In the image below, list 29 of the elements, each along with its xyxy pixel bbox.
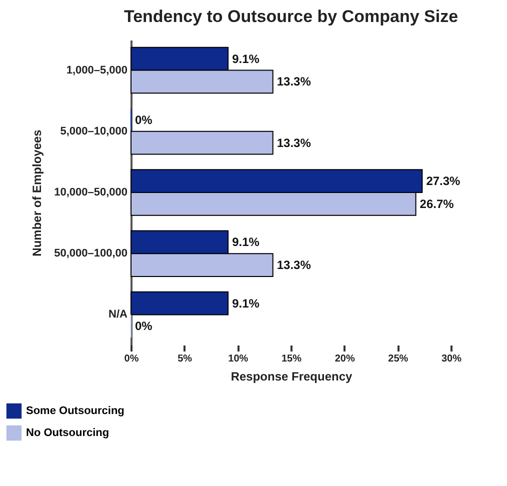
data-label: 0% xyxy=(135,112,153,127)
x-tick-label: 0% xyxy=(124,354,139,364)
data-label: 9.1% xyxy=(232,235,260,250)
data-label: 27.3% xyxy=(426,174,461,188)
x-tick-label: 15% xyxy=(281,354,302,364)
x-tick-label: 10% xyxy=(228,354,248,364)
data-label: 13.3% xyxy=(276,258,312,272)
data-label: 13.3% xyxy=(276,74,312,89)
legend-label: Some Outsourcing xyxy=(26,405,124,417)
x-axis-title: Response Frequency xyxy=(230,370,353,384)
x-tick-label: 20% xyxy=(334,354,355,364)
y-axis-title: Number of Employees xyxy=(30,129,44,256)
x-tick-label: 30% xyxy=(441,354,462,364)
data-label: 26.7% xyxy=(420,196,454,211)
data-label: 9.1% xyxy=(232,52,260,66)
data-label: 0% xyxy=(135,319,153,334)
data-label: 9.1% xyxy=(232,296,260,310)
x-tick-label: 25% xyxy=(388,354,408,364)
chart-title: Tendency to Outsource by Company Size xyxy=(124,7,458,26)
y-tick-label: 50,000–100,00 xyxy=(54,248,128,260)
y-tick-label: 5,000–10,000 xyxy=(60,125,128,138)
y-tick-label: 10,000–50,000 xyxy=(54,186,128,198)
legend-label: No Outsourcing xyxy=(26,427,110,439)
y-tick-label: 1,000–5,000 xyxy=(66,64,128,76)
x-tick-label: 5% xyxy=(178,354,192,364)
bar xyxy=(130,291,229,316)
data-label: 13.3% xyxy=(276,136,312,150)
y-tick-label: N/A xyxy=(108,308,128,321)
bar xyxy=(130,130,274,155)
